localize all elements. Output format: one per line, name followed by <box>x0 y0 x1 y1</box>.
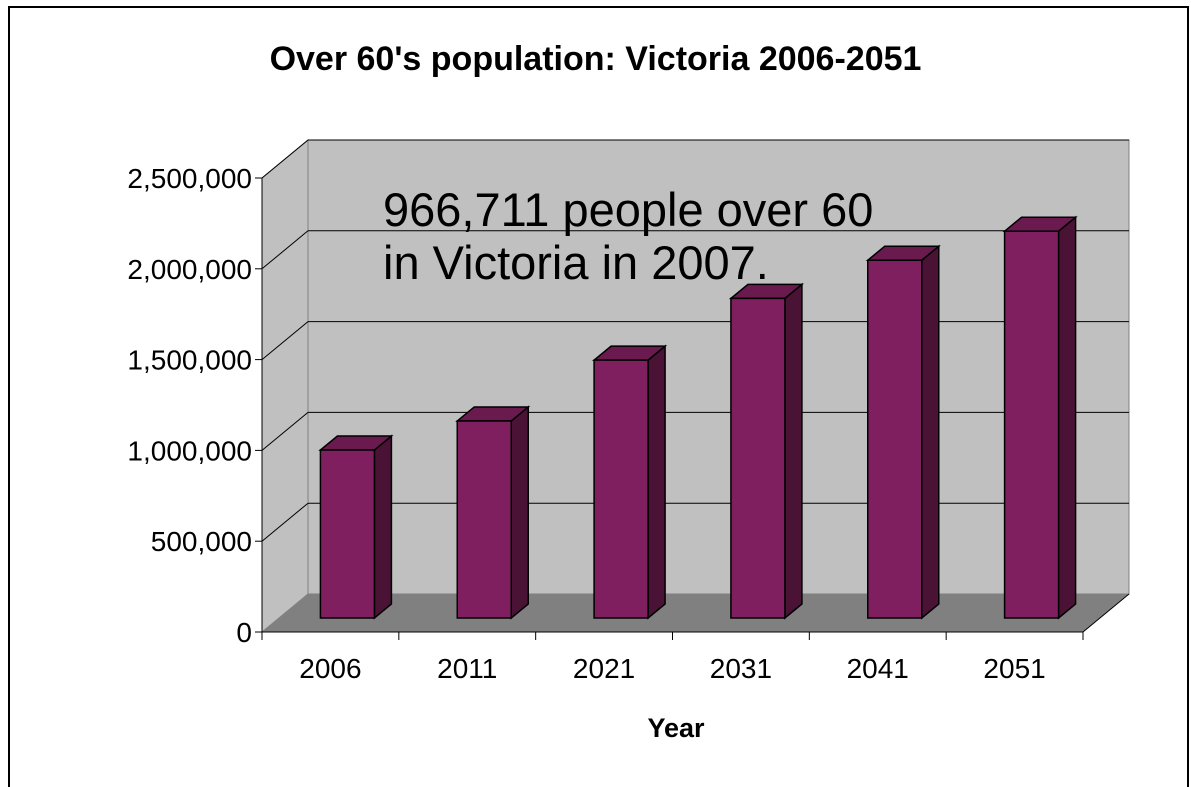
bar-2011 <box>455 405 531 620</box>
x-tick-label: 2041 <box>847 653 909 684</box>
bar-2006 <box>318 434 394 620</box>
annotation-line-1: 966,711 people over 60 <box>383 183 873 236</box>
bar-front <box>730 297 786 619</box>
bar-2041 <box>865 244 941 620</box>
bar-front <box>867 259 923 619</box>
gridline-side <box>261 321 309 360</box>
gridline-side <box>261 139 309 179</box>
bar-front <box>456 420 512 619</box>
y-tick-label: 2,500,000 <box>127 163 252 194</box>
y-axis: 0 500,000 1,000,000 1,500,000 2,000,000 2,500… <box>127 163 263 648</box>
bar-front <box>319 449 376 619</box>
bar-side <box>1057 215 1077 620</box>
annotation-line-2: in Victoria in 2007. <box>383 236 769 289</box>
bar-side <box>647 344 666 620</box>
bar-front <box>1003 230 1060 619</box>
bar-front <box>593 359 649 619</box>
x-tick-label: 2011 <box>437 653 497 684</box>
gridline-side <box>261 230 309 270</box>
side-wall <box>261 138 309 634</box>
y-tick-label: 2,000,000 <box>127 254 252 285</box>
gridline-side <box>261 502 309 542</box>
gridlines <box>261 139 1129 542</box>
bar-2021 <box>591 344 668 620</box>
gridline-side <box>261 412 309 451</box>
x-tick-label: 2021 <box>573 653 635 684</box>
x-tick-label: 2031 <box>710 653 772 684</box>
bar-side <box>510 405 529 620</box>
bar-side <box>784 282 803 620</box>
bar-side <box>373 434 393 620</box>
x-axis-title: Year <box>647 713 705 743</box>
y-tick-label: 0 <box>236 617 252 648</box>
bar-side <box>921 244 940 620</box>
x-axis: 2006 2011 2021 2031 2041 2051 <box>261 593 1130 684</box>
x-tick-label: 2051 <box>983 653 1045 684</box>
y-tick-label: 500,000 <box>151 526 252 557</box>
bar-2051 <box>1002 215 1078 620</box>
chart-title: Over 60's population: Victoria 2006-2051 <box>269 40 922 78</box>
y-tick-label: 1,500,000 <box>127 345 252 376</box>
y-tick-label: 1,000,000 <box>127 435 252 466</box>
bars <box>318 215 1078 620</box>
bar-2031 <box>728 282 805 620</box>
x-tick-label: 2006 <box>299 653 361 684</box>
x-axis-depth-line <box>1082 593 1130 633</box>
